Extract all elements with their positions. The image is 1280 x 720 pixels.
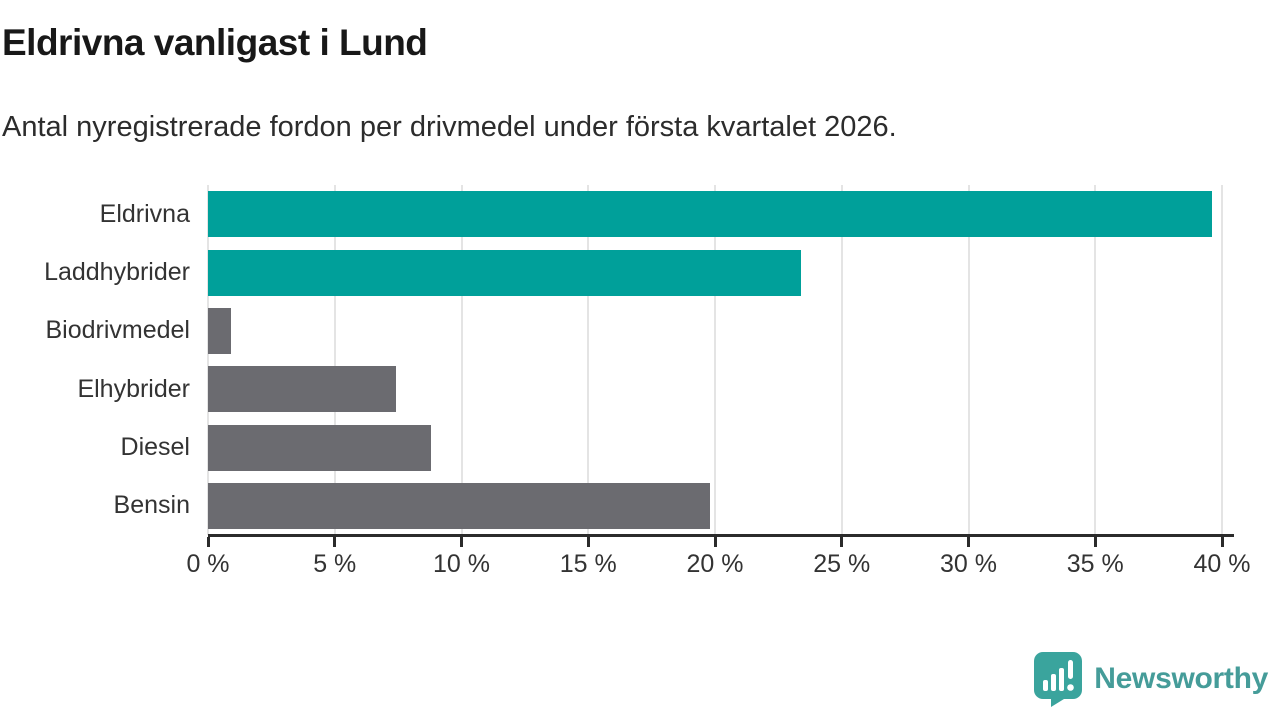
tick-0	[206, 537, 210, 547]
gridline-40	[1221, 185, 1223, 535]
gridline-0	[207, 185, 209, 535]
chart-title: Eldrivna vanligast i Lund	[2, 22, 428, 63]
x-axis-line	[208, 534, 1234, 537]
tick-label-40: 40 %	[1193, 550, 1251, 578]
plot-area	[207, 185, 1223, 535]
category-label-biodrivmedel: Biodrivmedel	[45, 316, 190, 345]
bar-diesel	[208, 424, 432, 471]
category-label-elhybrider: Elhybrider	[77, 374, 190, 403]
newsworthy-chart-bubble-icon	[1034, 652, 1083, 707]
tick-label-15: 15 %	[559, 550, 617, 578]
tick-25	[840, 537, 844, 547]
gridline-10	[460, 185, 463, 535]
brand-logo: Newsworthy	[1032, 650, 1268, 708]
tick-label-0: 0 %	[186, 550, 230, 578]
tick-20	[713, 537, 717, 547]
tick-10	[460, 537, 463, 547]
gridline-15	[587, 185, 590, 535]
gridline-30	[967, 185, 970, 535]
gridline-35	[1094, 185, 1097, 535]
tick-label-30: 30 %	[940, 550, 997, 578]
tick-label-10: 10 %	[433, 550, 490, 578]
category-label-laddhybrider: Laddhybrider	[44, 257, 190, 286]
bar-bensin	[208, 482, 710, 529]
tick-40	[1220, 537, 1224, 547]
tick-label-35: 35 %	[1066, 550, 1124, 578]
gridline-25	[840, 185, 843, 535]
category-labels: Eldrivna Laddhybrider Biodrivmedel Elhybrid…	[0, 185, 190, 535]
category-label-eldrivna: Eldrivna	[99, 199, 190, 228]
bar-elhybrider	[208, 366, 396, 413]
category-label-bensin: Bensin	[113, 491, 190, 520]
chart-subtitle: Antal nyregistrerade fordon per drivmede…	[2, 111, 897, 143]
tick-label-5: 5 %	[313, 550, 357, 578]
bar-laddhybrider	[208, 249, 802, 296]
bar-eldrivna	[208, 191, 1212, 238]
tick-35	[1093, 537, 1097, 547]
tick-15	[586, 537, 590, 547]
tick-5	[333, 537, 337, 547]
bar-biodrivmedel	[208, 307, 231, 354]
tick-30	[967, 537, 970, 547]
tick-label-25: 25 %	[813, 550, 871, 578]
category-label-diesel: Diesel	[120, 432, 190, 461]
gridline-5	[333, 185, 336, 535]
brand-name: Newsworthy	[1094, 662, 1268, 695]
tick-label-20: 20 %	[686, 550, 744, 578]
gridline-20	[714, 185, 716, 535]
